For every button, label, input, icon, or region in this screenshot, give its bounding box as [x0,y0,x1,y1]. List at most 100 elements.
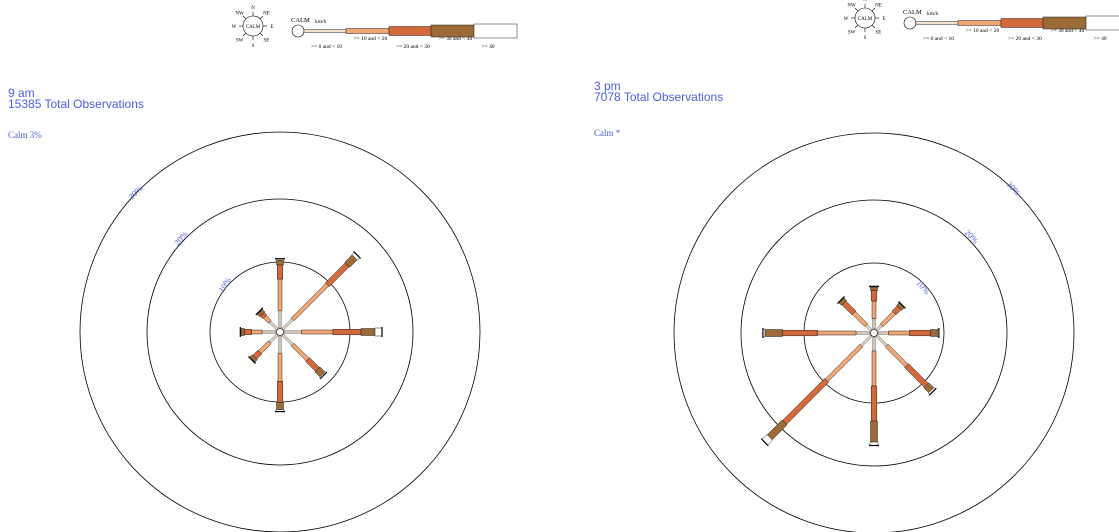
legend-swatch-2 [1000,18,1044,28]
compass-label-ne: NE [875,4,882,9]
title-time: 9 am [8,86,35,100]
compass-label-s: S [864,36,867,41]
legend-bin-label-4: >= 40 [1094,36,1107,42]
legend-bin-label-4: >= 40 [482,44,495,50]
compass-tick-ne [871,7,876,12]
bar-ne-bin-1 [880,311,896,327]
compass-label-e: E [270,25,273,30]
bar-s-bin-0 [872,336,876,352]
bar-cap-sw [760,438,769,447]
compass-label-w: W [844,17,849,22]
ring-label-30: 30% [1005,179,1023,197]
bar-nw-bin-0 [268,320,279,331]
legend-swatch-4 [473,23,518,39]
legend-calm-circle [903,16,917,30]
bar-s-bin-3 [276,402,284,410]
bar-n-bin-1 [871,300,877,319]
bar-w-bin-2 [244,329,252,336]
legend-calm-circle [291,24,305,38]
speed-legend: N NE E SE S SW W NW CALM CALM km/h >= 0 and < 10 >= … [844,0,1119,42]
bar-w-bin-0 [855,331,871,335]
compass-label-nw: NW [847,4,856,9]
bar-se-bin-2 [904,363,929,388]
bar-ne-bin-0 [281,318,294,331]
bar-ne-bin-1 [290,282,330,322]
bar-cap-nw [255,307,264,316]
legend-calm-label: CALM [903,9,922,16]
bar-e-bin-0 [283,330,302,334]
bar-sw-bin-1 [824,343,864,383]
title-observations: 7078 Total Observations [594,90,724,104]
compass-center-label: CALM [858,17,873,22]
legend-bin-label-2: >= 20 and < 30 [396,44,430,50]
windrose-panel-3pm: N NE E SE S SW W NW CALM CALM km/h >= 0 and < 10 >= … [560,0,1119,532]
bar-e-bin-0 [877,331,889,335]
compass-label-nw: NW [235,12,244,17]
windrose-chart-9am: N NE E SE S SW W NW CALM CALM km/h >= 0 and < 10 >= … [79,6,518,532]
bar-n-bin-2 [871,290,878,302]
legend-calm-label: CALM [291,17,310,24]
bar-e-bin-1 [301,329,334,335]
calm-center [870,329,878,337]
legend-swatch-0 [303,29,347,33]
compass-tick-ne [259,15,264,20]
compass-label-n: N [251,6,255,11]
chart-title: 3 pm 7078 Total Observations [594,80,724,104]
bar-sw-bin-0 [268,333,279,344]
bar-w-bin-0 [261,330,277,334]
ring-label-10: 10% [216,276,233,295]
legend-unit-label: km/h [315,19,327,25]
bar-n-bin-3 [870,286,878,291]
ring-label-10: 10% [914,278,932,296]
bar-n-bin-1 [277,278,283,311]
speed-legend: N NE E SE S SW W NW CALM CALM km/h >= 0 and < 10 >= … [232,6,518,50]
bar-nw-bin-1 [852,311,868,327]
wind-bars [760,285,940,447]
compass-label-w: W [232,25,237,30]
calm-center [276,328,284,336]
legend-bin-label-1: >= 10 and < 20 [354,36,388,42]
bar-ne-bin-2 [325,262,350,287]
compass-label-s: S [252,44,255,49]
compass-label-ne: NE [263,12,270,17]
legend-swatch-2 [388,26,432,36]
chart-title: 9 am 15385 Total Observations [8,86,144,111]
bar-n-bin-0 [278,310,282,329]
bar-cap-se [928,387,937,396]
bar-e-bin-4 [374,327,383,337]
legend-bin-label-3: >= 30 and < 40 [1051,28,1085,34]
compass-tick-se [871,24,876,29]
legend-bin-label-0: >= 0 and < 10 [923,36,954,42]
calm-percentage: Calm * [594,128,621,138]
ring-20 [146,198,414,466]
compass-tick-nw [242,15,247,20]
legend-swatch-1 [957,20,1002,26]
bar-cap-ne [898,300,907,309]
bar-s-bin-2 [871,385,878,422]
compass-label-n: N [863,0,867,3]
bar-w-bin-1 [817,330,857,336]
compass-label-e: E [882,17,885,22]
ring-label-20: 20% [963,227,981,245]
bar-se-bin-1 [290,342,310,362]
bar-e-bin-1 [888,330,910,336]
ring-label-20: 20% [172,229,190,247]
bar-e-bin-3 [930,329,938,337]
bar-e-bin-2 [909,330,931,337]
calm-percentage: Calm 3% [8,130,42,140]
ring-label-30: 30% [126,183,144,201]
bar-se-bin-0 [281,333,294,346]
bar-e-bin-3 [360,328,376,336]
bar-cap-nw [836,295,845,304]
bar-s-bin-0 [278,335,282,354]
compass-label-se: SE [264,38,270,43]
bar-w-bin-2 [782,330,818,337]
bar-w-bin-3 [764,329,783,337]
legend-swatch-0 [915,21,959,25]
bar-sw-bin-3 [766,419,788,441]
bar-cap-sw [247,356,256,365]
wind-bars [239,250,383,413]
bar-cap-se [319,371,328,380]
title-observations: 15385 Total Observations [8,97,144,111]
legend-bin-label-1: >= 10 and < 20 [966,28,1000,34]
